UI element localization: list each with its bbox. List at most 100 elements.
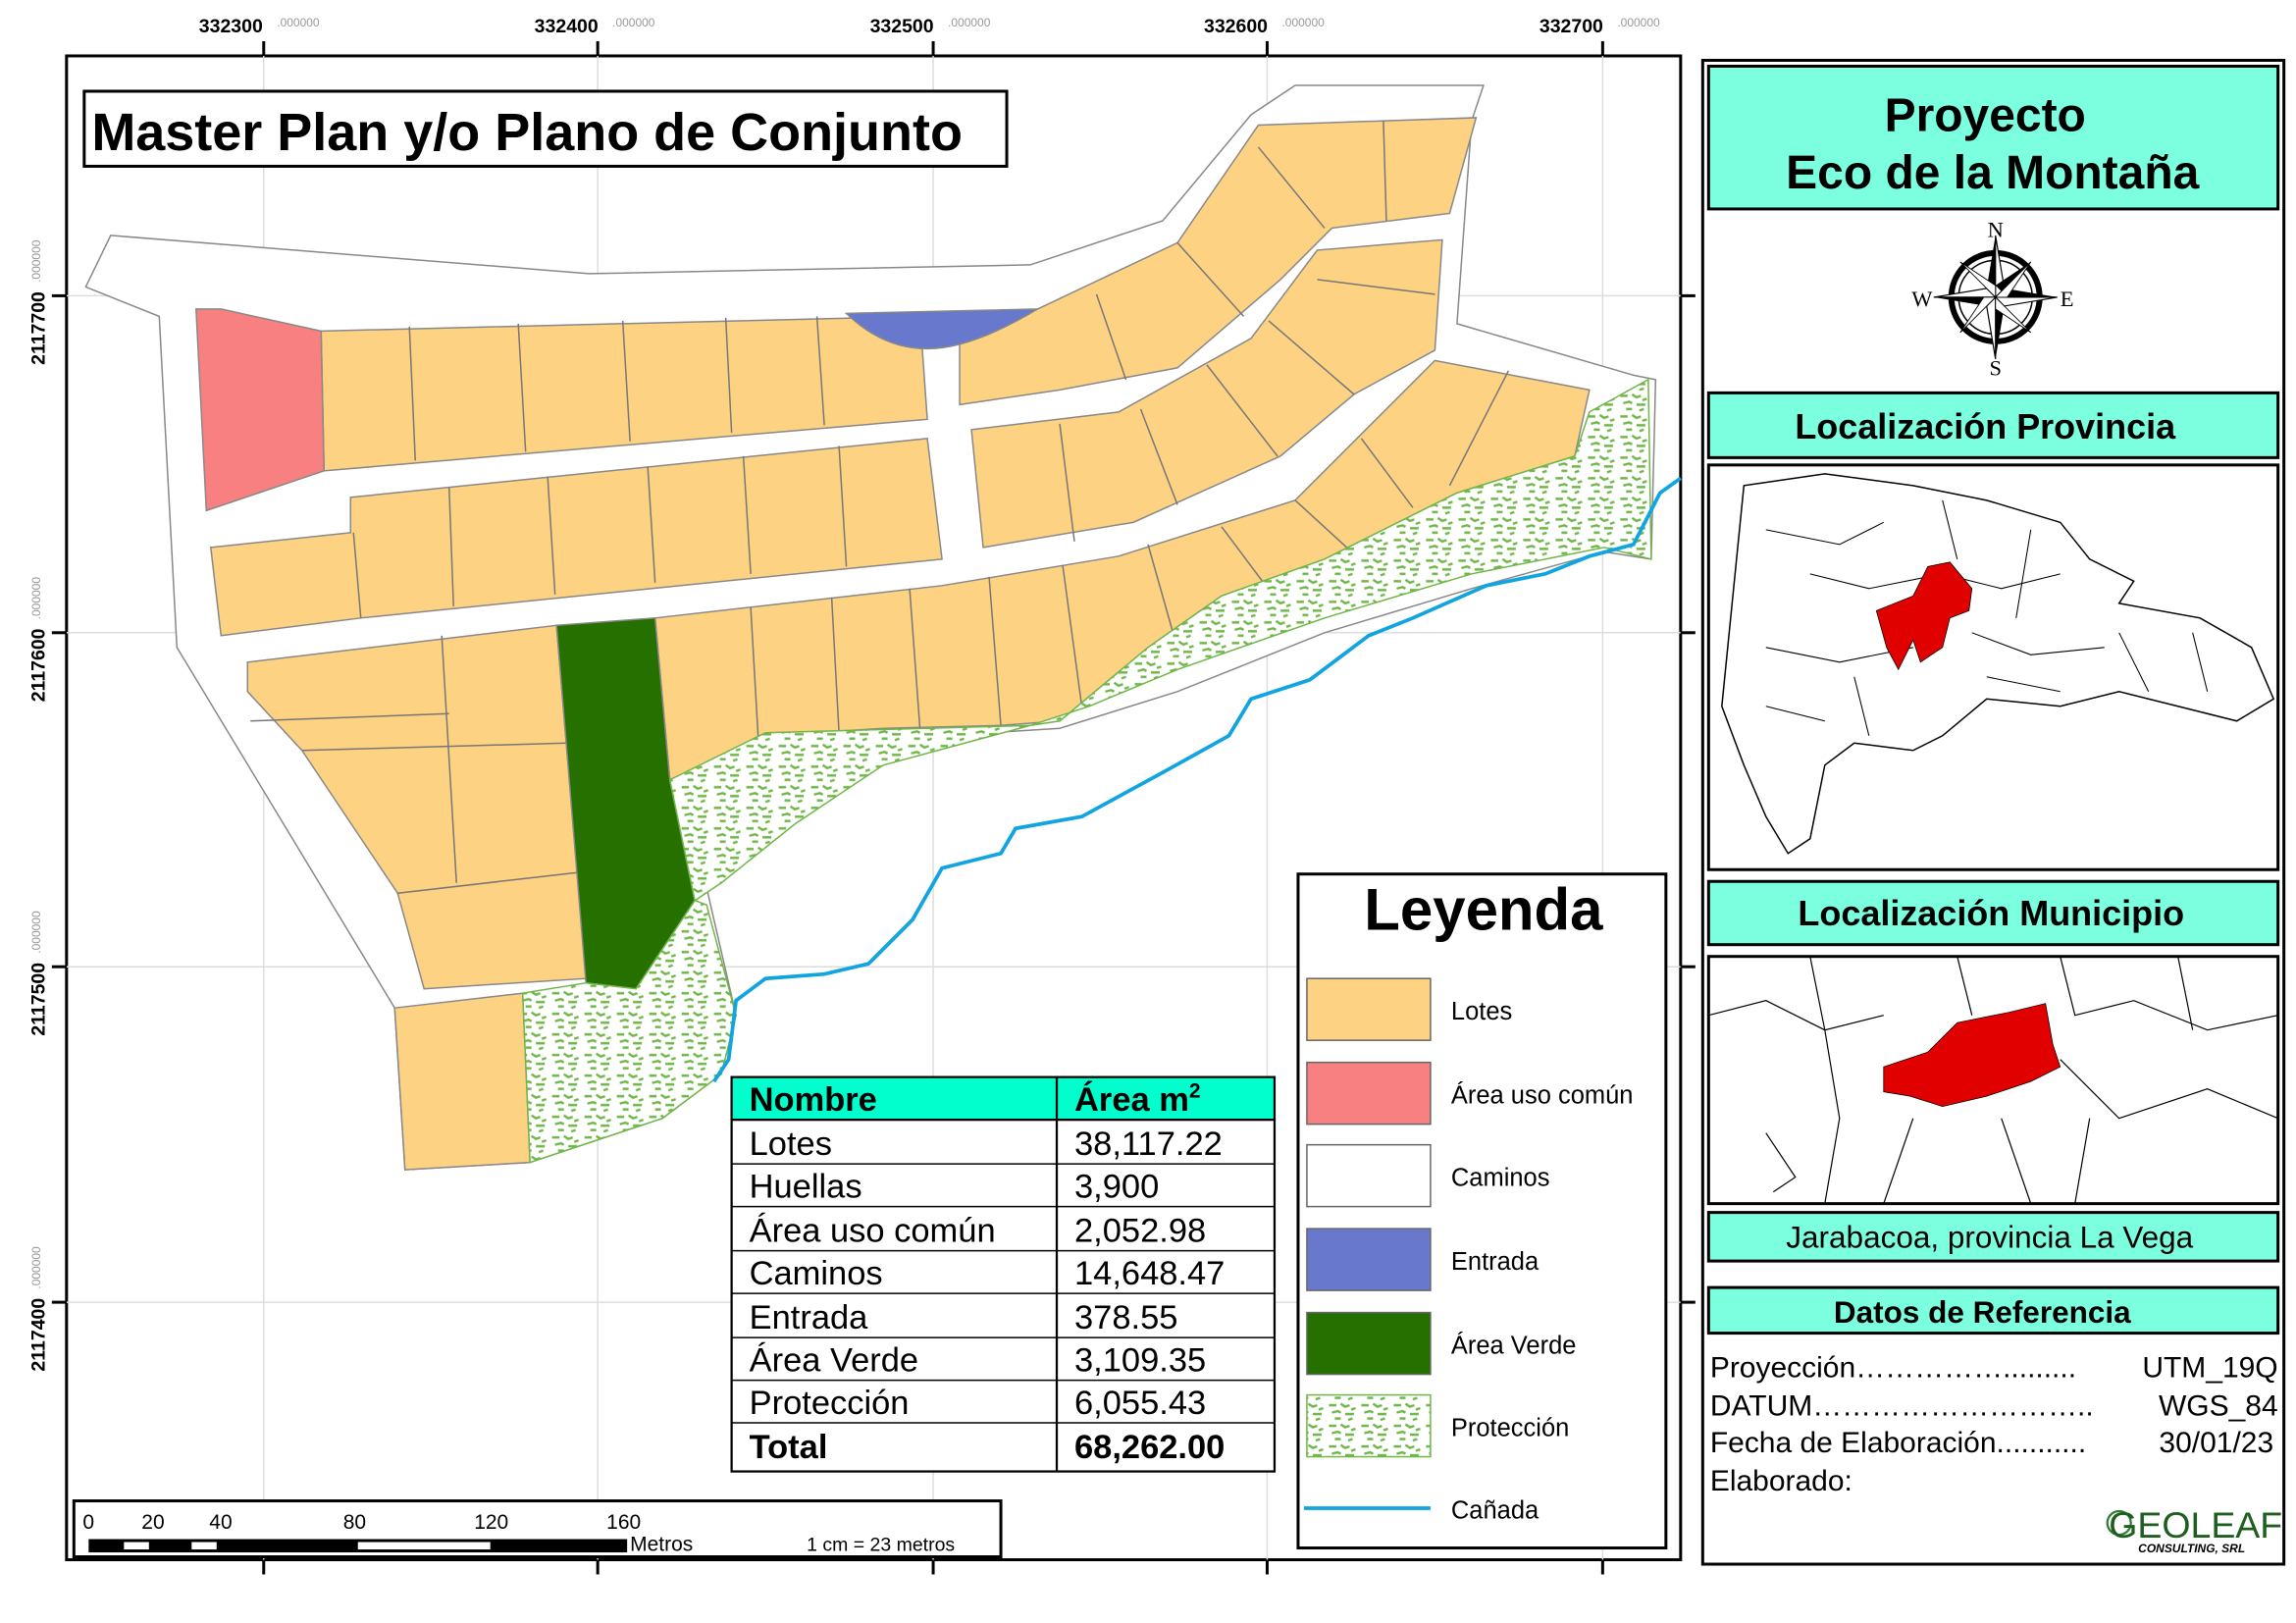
x-tick-label: 332700 [1539,16,1603,37]
table-total-row: Total 68,262.00 [750,1429,1226,1466]
svg-text:Protección: Protección [750,1385,910,1422]
tick-suffix: .000000 [612,16,655,29]
legend-label: Área uso común [1451,1081,1634,1110]
table-header-area: Área m2 [1074,1079,1201,1119]
svg-text:Total: Total [750,1429,828,1466]
scale-ratio: 1 cm = 23 metros [807,1535,955,1556]
svg-text:Fecha de Elaboración..........: Fecha de Elaboración........... [1710,1427,2086,1459]
lot-block [959,117,1478,406]
reference-data: Proyección……………......... UTM_19Q DATUM………… [1710,1352,2278,1497]
svg-text:UTM_19Q: UTM_19Q [2142,1352,2277,1385]
y-tick-label: 2117600 [27,628,49,702]
svg-text:3,900: 3,900 [1074,1169,1159,1206]
x-tick-label: 332400 [535,16,599,37]
svg-text:68,262.00: 68,262.00 [1074,1429,1225,1466]
municipio-locator-map [1706,955,2280,1206]
y-tick-label: 2117500 [27,963,49,1036]
tick-marks [51,40,1696,1575]
y-tick-label: 2117700 [27,291,49,365]
scale-label: 40 [209,1511,232,1534]
map-frame: 332300 .000000 332400 .000000 332500 .00000… [27,16,1696,1575]
svg-text:2,052.98: 2,052.98 [1074,1213,1206,1250]
legend-swatch-entrada [1306,1228,1432,1291]
tick-suffix: .000000 [29,577,43,620]
entrada-area [844,308,1041,350]
y-axis-labels: 2117700 .000000 2117600 .000000 2117500 … [27,239,49,1371]
svg-text:14,648.47: 14,648.47 [1074,1255,1225,1292]
lot-block [393,992,531,1171]
svg-text:Área uso común: Área uso común [750,1212,996,1250]
scale-label: 120 [474,1511,508,1534]
lot-divisions [250,120,1510,894]
province-locator-map [1706,463,2280,871]
scale-label: 160 [606,1511,641,1534]
x-tick-label: 332500 [870,16,934,37]
site-plan [84,84,1682,1171]
info-panel: Proyecto Eco de la Montaña N S E W Local… [1700,58,2286,1566]
area-table: Nombre Área m2 Lotes 38,117.22 Huellas 3,9… [730,1075,1277,1473]
x-axis-labels: 332300 .000000 332400 .000000 332500 .00000… [199,16,1660,37]
compass-e: E [2061,287,2074,311]
legend-label: Lotes [1451,998,1512,1025]
lot-block [970,238,1443,549]
location-label: Jarabacoa, provincia La Vega [1786,1220,2193,1255]
table-row: Entrada 378.55 [750,1299,1178,1336]
municipio-header: Localización Municipio [1798,893,2184,933]
svg-text:Lotes: Lotes [750,1126,832,1163]
table-row: Área uso común 2,052.98 [750,1212,1207,1250]
reference-row: Proyección……………......... UTM_19Q [1710,1352,2278,1385]
tick-suffix: .000000 [277,16,320,29]
legend-swatch-proteccion [1306,1393,1432,1458]
x-tick-label: 332300 [199,16,263,37]
svg-text:Huellas: Huellas [750,1169,862,1206]
compass-s: S [1989,355,2002,380]
svg-text:Caminos: Caminos [750,1255,883,1292]
table-row: Lotes 38,117.22 [750,1126,1223,1163]
svg-text:WGS_84: WGS_84 [2159,1390,2278,1423]
map-title: Master Plan y/o Plano de Conjunto [91,103,963,162]
legend-label: Área Verde [1451,1332,1577,1360]
scale-label: 20 [141,1511,164,1534]
table-header-name: Nombre [750,1081,877,1119]
svg-text:GEOLEAF: GEOLEAF [2109,1504,2282,1545]
project-title-line1: Proyecto [1885,89,2086,141]
legend-swatch-lotes [1306,977,1432,1041]
table-row: Área Verde 3,109.35 [750,1341,1207,1380]
reference-row: Fecha de Elaboración........... 30/01/23 [1710,1427,2273,1459]
legend-label: Entrada [1451,1248,1539,1276]
proteccion-area [1029,378,1652,727]
tick-suffix: .000000 [1281,16,1325,29]
svg-text:Proyección…………….........: Proyección……………......... [1710,1352,2076,1385]
reference-row: DATUM……………………….. WGS_84 [1710,1390,2278,1423]
compass-n: N [1988,217,2004,241]
scale-label: 80 [343,1511,366,1534]
compass-rose-icon: N S E W [1911,217,2073,380]
legend-swatch-caminos [1306,1143,1432,1208]
tick-suffix: .000000 [29,239,43,283]
compass-w: W [1911,287,1933,311]
scale-label: 0 [82,1511,94,1534]
map-title-box [82,89,1009,168]
area-uso-comun [195,308,326,512]
svg-text:6,055.43: 6,055.43 [1074,1385,1206,1422]
svg-text:CONSULTING, SRL: CONSULTING, SRL [2138,1542,2245,1555]
legend-title: Leyenda [1364,877,1603,943]
tick-suffix: .000000 [948,16,991,29]
province-highlight [1875,561,1973,671]
svg-text:Área Verde: Área Verde [750,1341,918,1380]
lot-block [209,438,943,637]
x-tick-label: 332600 [1204,16,1268,37]
legend: Leyenda Lotes Área uso común Caminos Ent… [1296,872,1668,1550]
tick-suffix: .000000 [1617,16,1660,29]
reference-row: Elaborado: [1710,1465,1852,1497]
province-header: Localización Provincia [1795,406,2176,446]
table-row: Caminos 14,648.47 [750,1255,1226,1292]
svg-text:DATUM………………………..: DATUM……………………….. [1710,1390,2094,1423]
legend-swatch-area-uso-comun [1306,1061,1432,1126]
svg-text:38,117.22: 38,117.22 [1074,1126,1223,1163]
legend-label: Protección [1451,1415,1569,1442]
canada-stream [712,476,1682,1083]
scale-unit: Metros [630,1534,693,1556]
legend-label: Caminos [1451,1165,1550,1192]
